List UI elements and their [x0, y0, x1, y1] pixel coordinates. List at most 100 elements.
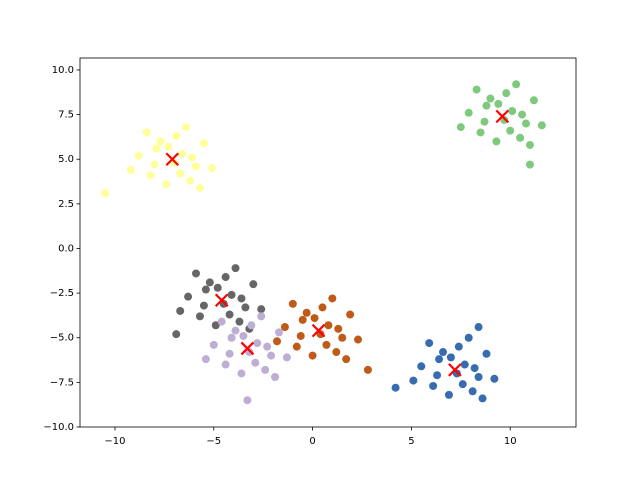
centroid [240, 341, 255, 356]
point [446, 353, 455, 362]
point [525, 160, 534, 169]
x-tick-label: −5 [206, 436, 221, 447]
point [490, 374, 499, 383]
point [241, 303, 250, 312]
point [464, 333, 473, 342]
point [172, 330, 181, 339]
y-tick-label: 10.0 [52, 65, 74, 76]
y-tick-label: −2.5 [50, 288, 74, 299]
point [243, 396, 252, 405]
point [492, 137, 501, 146]
point [239, 331, 248, 340]
point [444, 390, 453, 399]
point [156, 137, 165, 146]
point [280, 323, 289, 332]
point [227, 333, 236, 342]
point [537, 121, 546, 130]
point [288, 299, 297, 308]
point [201, 285, 210, 294]
point [502, 89, 511, 98]
point [227, 290, 236, 299]
point [207, 164, 216, 173]
point [332, 348, 341, 357]
point [425, 339, 434, 348]
point [199, 301, 208, 310]
point [172, 132, 181, 141]
point [342, 355, 351, 364]
point [101, 189, 110, 198]
y-tick-label: 0.0 [58, 243, 74, 254]
point [191, 162, 200, 171]
point [391, 383, 400, 392]
point [176, 169, 185, 178]
point [439, 348, 448, 357]
point [456, 123, 465, 132]
point [271, 373, 280, 382]
centroid [214, 293, 229, 308]
centroid [311, 323, 326, 338]
point [433, 371, 442, 380]
x-tick-label: −10 [104, 436, 125, 447]
point [150, 160, 159, 169]
point [195, 183, 204, 192]
y-tick-label: −5.0 [50, 333, 74, 344]
point [249, 280, 258, 289]
y-tick-label: −10.0 [43, 422, 74, 433]
point [296, 331, 305, 340]
point [494, 99, 503, 108]
point [213, 283, 222, 292]
point [261, 365, 270, 374]
point [476, 128, 485, 137]
point [162, 180, 171, 189]
point [274, 328, 283, 337]
point [346, 310, 355, 319]
point [429, 381, 438, 390]
point [176, 306, 185, 315]
point [458, 380, 467, 389]
point [247, 321, 256, 330]
point [221, 273, 230, 282]
point [237, 369, 246, 378]
point [221, 360, 230, 369]
point [292, 342, 301, 351]
point [474, 373, 483, 382]
point [282, 353, 291, 362]
point [231, 264, 240, 273]
point [308, 351, 317, 360]
point [512, 80, 521, 89]
point [188, 153, 197, 162]
point [464, 108, 473, 117]
point [460, 360, 469, 369]
point [409, 376, 418, 385]
point [217, 317, 226, 326]
point [470, 364, 479, 373]
point [482, 101, 491, 110]
y-tick-label: 7.5 [58, 110, 74, 121]
y-tick-label: 5.0 [58, 154, 74, 165]
point [508, 107, 517, 116]
point [474, 323, 483, 332]
point [480, 117, 489, 126]
y-tick-label: 2.5 [58, 199, 74, 210]
point [310, 314, 319, 323]
point [298, 315, 307, 324]
point [205, 278, 214, 287]
point [142, 128, 151, 137]
point [184, 292, 193, 301]
point [273, 337, 282, 346]
point [302, 308, 311, 317]
centroid [165, 152, 180, 166]
point [482, 349, 491, 358]
point [472, 85, 481, 94]
point [267, 351, 276, 360]
point [263, 342, 272, 351]
point [529, 96, 538, 105]
point [478, 394, 487, 403]
point [417, 362, 426, 371]
point [225, 349, 234, 358]
x-tick-label: 5 [408, 436, 414, 447]
plot-frame [79, 57, 577, 428]
centroid [448, 363, 462, 377]
point [257, 312, 266, 321]
